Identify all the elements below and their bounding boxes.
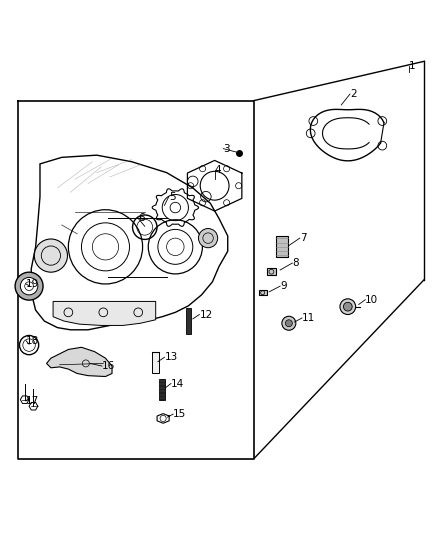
Text: 4: 4 — [215, 165, 221, 175]
Text: 8: 8 — [292, 258, 299, 268]
Text: 6: 6 — [138, 214, 145, 223]
Circle shape — [198, 229, 218, 248]
Text: 7: 7 — [300, 233, 307, 243]
Bar — [152, 352, 159, 374]
Circle shape — [15, 272, 43, 300]
Polygon shape — [46, 348, 112, 376]
Text: 18: 18 — [26, 336, 39, 346]
Circle shape — [20, 277, 38, 295]
Text: 19: 19 — [26, 279, 39, 289]
Text: 2: 2 — [350, 89, 357, 99]
Text: 1: 1 — [409, 61, 416, 71]
Text: 3: 3 — [223, 143, 230, 154]
Circle shape — [282, 316, 296, 330]
Text: 10: 10 — [365, 295, 378, 305]
Circle shape — [343, 302, 352, 311]
Circle shape — [34, 239, 67, 272]
Polygon shape — [53, 302, 155, 326]
Bar — [186, 308, 191, 334]
Bar — [259, 290, 267, 295]
Text: 12: 12 — [199, 310, 212, 319]
Text: 14: 14 — [171, 378, 184, 389]
Text: 16: 16 — [102, 361, 115, 371]
Text: 17: 17 — [26, 396, 39, 406]
Text: 5: 5 — [169, 192, 175, 201]
Bar — [276, 236, 288, 257]
Bar — [159, 379, 165, 400]
Circle shape — [340, 299, 356, 314]
Text: 15: 15 — [173, 409, 187, 419]
Text: 13: 13 — [164, 352, 178, 362]
Bar — [267, 269, 276, 275]
Text: 9: 9 — [280, 281, 287, 291]
Circle shape — [286, 320, 292, 327]
Text: 11: 11 — [302, 313, 315, 323]
